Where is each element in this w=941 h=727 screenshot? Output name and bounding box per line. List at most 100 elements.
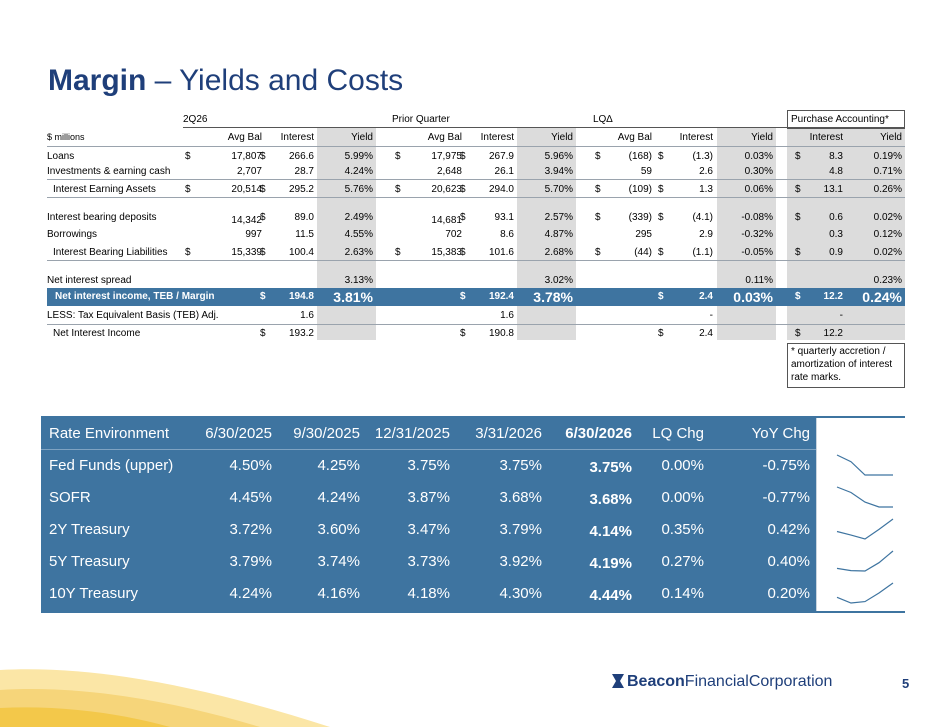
row-cell: 5.76% [344, 184, 373, 195]
row-cell [460, 164, 470, 179]
netinc-value: 193.2 [288, 328, 314, 339]
row-cell: 702 [445, 229, 462, 240]
netinc-dollar: $ [795, 328, 801, 339]
row-cell: 5.99% [344, 151, 373, 162]
row-cell: 0.26% [873, 184, 902, 195]
rate-row-name: 10Y Treasury [49, 585, 138, 602]
rate-value: 3.47% [407, 521, 450, 538]
row-cell [395, 210, 405, 225]
row-cell [795, 227, 805, 242]
group-pa: Purchase Accounting* [791, 114, 889, 125]
row-label: Borrowings [47, 229, 98, 240]
rate-value: 3.68% [499, 489, 542, 506]
nii-label: Net interest income, TEB / Margin [55, 291, 215, 302]
rate-value: 4.24% [229, 585, 272, 602]
group-rule [183, 127, 905, 128]
row-cell: (109) [628, 184, 652, 195]
row-cell [395, 273, 405, 288]
row-cell: 28.7 [294, 166, 314, 177]
pa-note-line-2: amortization of interest [791, 359, 893, 370]
row-cell: 20,514 [231, 184, 262, 195]
row-cell: 3.94% [544, 166, 573, 177]
rate-value: 3.75% [499, 457, 542, 474]
row-cell: 8.3 [829, 151, 843, 162]
row-cell: 2.9 [699, 229, 713, 240]
row-cell: 3.02% [544, 275, 573, 286]
row-cell: $ [460, 247, 466, 258]
row-cell [795, 273, 805, 288]
row-cell: 1.3 [699, 184, 713, 195]
row-cell: 2.57% [544, 212, 573, 223]
teb-rule [47, 324, 905, 325]
row-cell: (4.1) [692, 212, 713, 223]
row-cell: 20,623 [431, 184, 462, 195]
rate-header: LQ Chg [652, 425, 704, 442]
row-cell: 93.1 [494, 212, 514, 223]
nii-row [47, 288, 905, 306]
teb-value: 1.6 [300, 310, 314, 321]
col-header: Yield [880, 132, 902, 143]
row-cell: 14,681 [431, 215, 462, 226]
row-cell: -0.32% [741, 229, 773, 240]
row-rule [47, 179, 905, 180]
netinc-dollar: $ [260, 328, 266, 339]
rate-value: 0.00% [661, 457, 704, 474]
row-cell: 4.24% [344, 166, 373, 177]
rate-value: 4.14% [589, 523, 632, 540]
row-cell: 4.55% [344, 229, 373, 240]
row-label: Net interest spread [47, 275, 132, 286]
row-cell: 101.6 [488, 247, 514, 258]
page-title: Margin – Yields and Costs [48, 64, 403, 98]
rate-value: 3.74% [317, 553, 360, 570]
rate-environment-table [41, 416, 905, 613]
nii-yield: 0.24% [862, 289, 902, 305]
row-cell: $ [658, 151, 664, 162]
row-cell: 2,707 [236, 166, 262, 177]
rate-row-name: Fed Funds (upper) [49, 457, 174, 474]
netinc-dollar: $ [460, 328, 466, 339]
rate-value: 4.18% [407, 585, 450, 602]
row-cell: 0.11% [745, 275, 773, 286]
sparkline-2 [836, 518, 894, 540]
row-cell: -0.08% [741, 212, 773, 223]
row-cell: $ [595, 247, 601, 258]
row-cell: 5.70% [544, 184, 573, 195]
row-cell: 0.30% [744, 166, 773, 177]
row-cell: 0.23% [873, 275, 902, 286]
rate-value: 4.30% [499, 585, 542, 602]
row-cell [395, 164, 405, 179]
row-label: Interest bearing deposits [47, 212, 157, 223]
rate-value: 4.50% [229, 457, 272, 474]
row-cell: 267.9 [488, 151, 514, 162]
col-header: Interest [480, 132, 514, 143]
sparkline-column [816, 418, 905, 611]
row-cell: 0.3 [829, 229, 843, 240]
teb-value: 1.6 [500, 310, 514, 321]
row-cell: 0.12% [873, 229, 902, 240]
row-cell: $ [658, 247, 664, 258]
rate-header: 3/31/2026 [475, 425, 542, 442]
row-cell [185, 227, 195, 242]
sparklines [836, 454, 894, 604]
row-cell [185, 210, 195, 225]
row-cell [805, 273, 843, 288]
row-cell [595, 227, 605, 242]
row-cell: $ [260, 151, 266, 162]
netinc-dollar: $ [658, 328, 664, 339]
row-label: Loans [47, 151, 75, 162]
group-prior: Prior Quarter [392, 114, 450, 125]
nii-dollar: $ [260, 291, 266, 302]
row-cell: $ [795, 247, 801, 258]
row-cell: $ [795, 151, 801, 162]
rate-header: YoY Chg [751, 425, 810, 442]
teb-label: LESS: Tax Equivalent Basis (TEB) Adj. [47, 310, 219, 321]
row-cell [395, 227, 405, 242]
row-cell: $ [658, 184, 664, 195]
title-rest: – Yields and Costs [146, 64, 404, 97]
row-cell: $ [185, 184, 191, 195]
rate-value: 0.00% [661, 489, 704, 506]
row-cell: 294.0 [488, 184, 514, 195]
row-cell [460, 273, 470, 288]
row-cell: $ [395, 151, 401, 162]
row-cell [185, 164, 195, 179]
